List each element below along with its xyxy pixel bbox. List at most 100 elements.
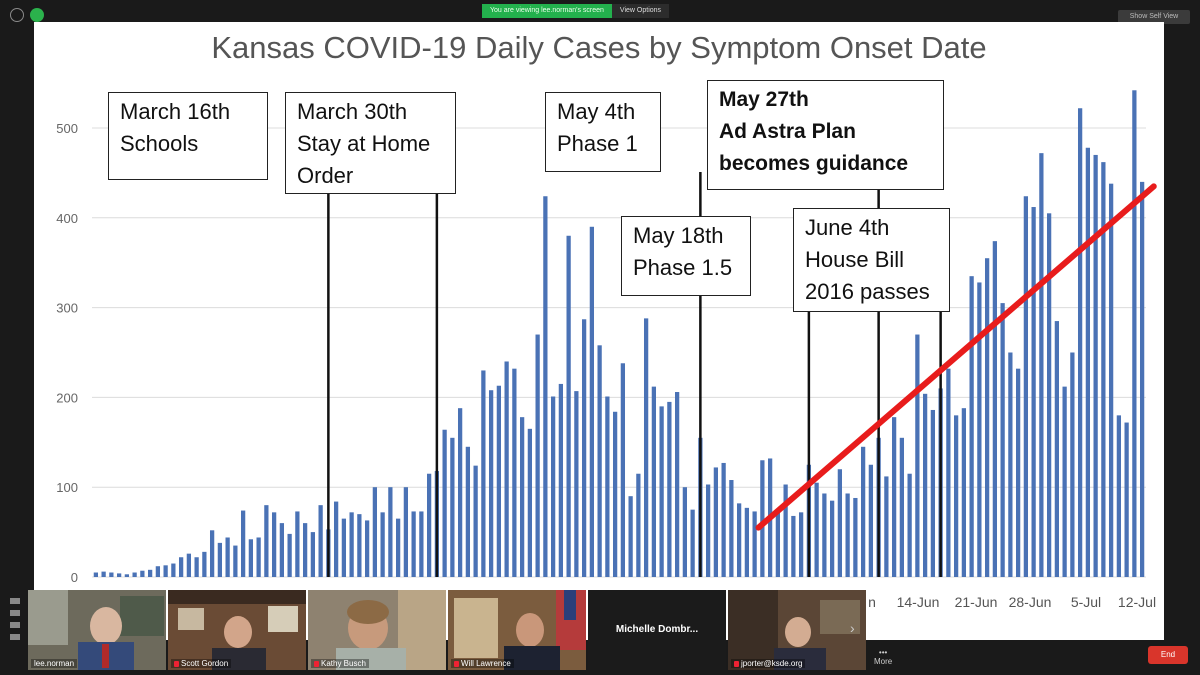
bar	[527, 428, 533, 577]
bar	[814, 482, 819, 577]
participant-tile[interactable]: Michelle Dombr...	[588, 590, 726, 670]
bar	[760, 460, 765, 577]
bar	[109, 572, 114, 577]
sharing-status-text: You are viewing lee.norman's screen	[482, 4, 612, 18]
bar	[519, 417, 525, 577]
bar	[891, 417, 897, 577]
y-tick-label: 400	[56, 211, 78, 226]
x-tick-label: 14-Jun	[897, 594, 940, 610]
bar	[426, 473, 432, 577]
bar	[372, 487, 378, 577]
screen-share-banner: You are viewing lee.norman's screen View…	[482, 4, 670, 18]
x-tick-label: n	[868, 594, 876, 610]
bar	[233, 545, 238, 577]
y-tick-label: 500	[56, 121, 78, 136]
view-options-button[interactable]: View Options	[611, 4, 670, 18]
y-tick-label: 300	[56, 301, 78, 316]
bar	[349, 512, 354, 577]
bar	[171, 563, 176, 577]
annotation-line: May 27th	[719, 88, 809, 111]
participant-name: Will Lawrence	[451, 659, 514, 668]
bar	[395, 518, 401, 577]
toolbar-button[interactable]	[10, 634, 20, 640]
bar	[729, 480, 734, 577]
left-toolbar	[10, 598, 24, 668]
trend-line	[755, 183, 1157, 531]
bar	[341, 518, 347, 577]
bar	[783, 484, 788, 577]
shared-slide: 0 100 200 300 400 500 14-Jun 21-Jun 28-Jun 5-Jul 1…	[34, 22, 1164, 640]
bar	[605, 396, 610, 577]
top-left-icons	[10, 8, 44, 22]
participant-name: Scott Gordon	[171, 659, 232, 668]
bar	[178, 557, 184, 577]
participant-name: jporter@ksde.org	[731, 659, 806, 668]
participant-name: Kathy Busch	[311, 659, 369, 668]
bar	[512, 368, 517, 577]
bar	[481, 370, 486, 577]
more-button[interactable]: ••• More	[874, 648, 892, 666]
bar	[1139, 181, 1145, 577]
participant-display-name: Michelle Dombr...	[615, 624, 699, 635]
bar	[713, 467, 719, 577]
security-shield-icon[interactable]	[30, 8, 44, 22]
bar	[380, 512, 385, 577]
more-label: More	[874, 657, 893, 666]
bar	[1070, 352, 1075, 577]
bar	[899, 437, 905, 577]
bar	[124, 574, 130, 577]
end-meeting-button[interactable]: End	[1148, 646, 1188, 664]
bar	[1023, 196, 1029, 578]
toolbar-button[interactable]	[10, 622, 20, 628]
participant-video	[448, 590, 586, 670]
bar	[589, 226, 595, 577]
bar	[597, 345, 602, 577]
bar	[1093, 154, 1098, 577]
bar	[1054, 321, 1060, 577]
toolbar-button[interactable]	[10, 598, 20, 604]
bar	[752, 511, 757, 577]
participant-tile[interactable]: lee.norman	[28, 590, 166, 670]
bar	[248, 539, 254, 577]
annotation-line: Schools	[120, 131, 199, 156]
bar	[442, 429, 447, 577]
event-annotation: March 16th Schools	[108, 92, 268, 180]
bar	[302, 523, 308, 577]
participant-video	[28, 590, 166, 670]
participant-tile[interactable]: Will Lawrence	[448, 590, 586, 670]
participant-tile[interactable]: Kathy Busch	[308, 590, 446, 670]
bar	[163, 565, 168, 577]
bar	[101, 571, 106, 577]
bar	[977, 282, 982, 577]
bar	[612, 411, 618, 577]
bar	[574, 391, 579, 577]
bar	[279, 523, 285, 577]
bar	[992, 241, 998, 577]
bar	[659, 406, 664, 577]
show-self-view-button[interactable]: Show Self View	[1118, 10, 1190, 24]
bar	[465, 446, 471, 577]
event-annotation: June 4th House Bill 2016 passes	[793, 208, 950, 312]
bar	[651, 386, 657, 577]
annotation-line: March 16th	[120, 99, 231, 124]
participant-name-text: Kathy Busch	[321, 659, 366, 668]
bar	[287, 533, 292, 577]
bar	[450, 437, 455, 577]
chevron-right-icon[interactable]: ›	[850, 620, 855, 636]
bar	[984, 258, 990, 577]
bar	[202, 551, 207, 577]
bar	[566, 235, 571, 577]
toolbar-button[interactable]	[10, 610, 20, 616]
participant-name: lee.norman	[31, 659, 78, 668]
participant-tile[interactable]: jporter@ksde.org	[728, 590, 866, 670]
participant-strip: lee.norman Scott Gordon Kathy Busch Will…	[0, 590, 870, 675]
bar	[884, 476, 889, 577]
bar	[1031, 207, 1036, 578]
mic-muted-icon	[174, 660, 179, 667]
participant-tile[interactable]: Scott Gordon	[168, 590, 306, 670]
bar	[116, 573, 122, 577]
info-icon[interactable]	[10, 8, 24, 22]
bar	[140, 570, 145, 577]
bar	[1077, 108, 1083, 577]
bar	[961, 408, 967, 577]
